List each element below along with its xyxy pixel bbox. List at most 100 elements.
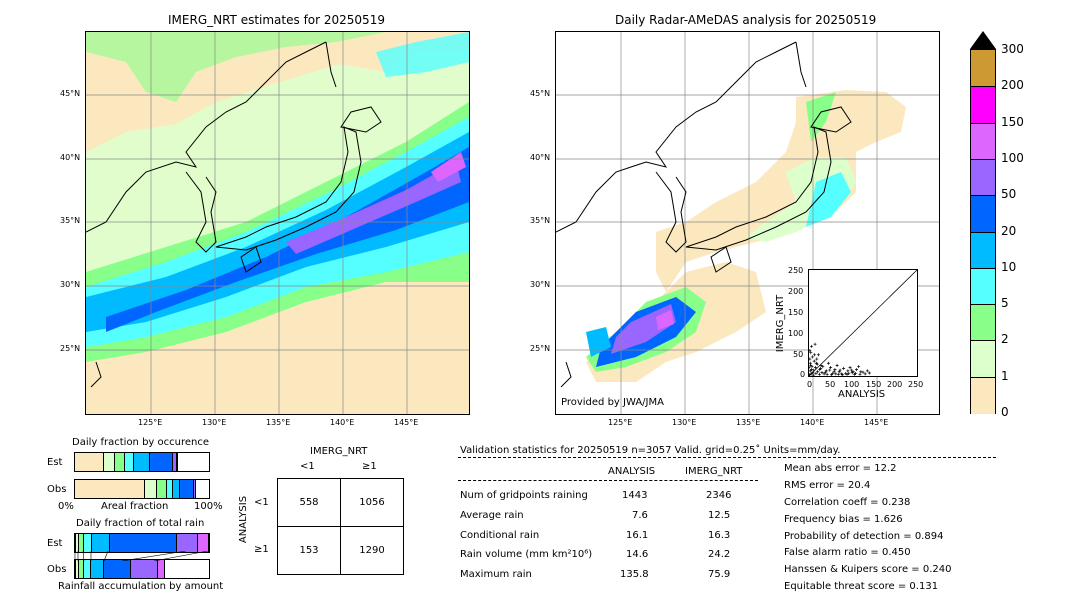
scatter-point [811, 371, 815, 375]
bar-segment [75, 453, 105, 471]
scatter-point [813, 342, 817, 346]
bar-segment [194, 480, 196, 498]
bar-segment [156, 480, 168, 498]
left-lat-label-30: 30°N [60, 280, 81, 289]
colorbar-segment [971, 50, 995, 87]
scatter-point [809, 363, 813, 367]
scatter-point [829, 366, 833, 370]
bar-segment [167, 480, 173, 498]
validation-divider-mid [458, 480, 758, 481]
occurence-est-bar [74, 452, 210, 472]
bar-segment [75, 534, 77, 552]
scatter-point [838, 368, 842, 372]
total-rain-connector-lines [74, 551, 208, 561]
scatter-point [809, 366, 811, 370]
scatter-ylabel: IMERG_NRT [775, 294, 787, 353]
scatter-point [814, 371, 818, 375]
scatter-point [814, 361, 818, 365]
right-lon-label-130: 130°E [672, 418, 697, 427]
colorbar-segment [971, 158, 995, 197]
scatter-point [858, 372, 862, 376]
right-map-rain-field [556, 32, 939, 414]
colorbar-segment [971, 86, 995, 124]
scatter-point [861, 370, 865, 374]
total-rain-obs-bar [74, 559, 210, 579]
contingency-cell-lt1-lt1: 558 [277, 478, 341, 527]
validation-row-imerg: 75.9 [708, 569, 731, 580]
score-line: False alarm ratio = 0.450 [784, 547, 911, 558]
colorbar-tick-label: 100 [1001, 150, 1024, 165]
score-line: Correlation coeff = 0.238 [784, 497, 911, 508]
scatter-point [842, 366, 846, 370]
validation-col-analysis: ANALYSIS [608, 466, 656, 477]
occurence-xlabel: Areal fraction [101, 501, 169, 512]
scatter-point [809, 361, 812, 365]
score-line: Equitable threat score = 0.131 [784, 581, 939, 592]
validation-row-analysis: 16.1 [626, 530, 649, 541]
validation-divider-top [458, 457, 996, 458]
scatter-point [855, 368, 859, 372]
scatter-point [817, 353, 821, 357]
right-lon-label-140: 140°E [800, 418, 825, 427]
bar-segment [179, 480, 195, 498]
contingency-row-ge1: ≥1 [254, 544, 269, 555]
scatter-point [812, 368, 816, 372]
bar-segment [79, 560, 85, 578]
bar-segment [76, 560, 79, 578]
contingency-ylabel: ANALYSIS [238, 495, 250, 544]
bar-segment [109, 534, 177, 552]
scatter-point [810, 355, 814, 359]
scatter-ytick-100: 100 [788, 329, 804, 338]
bar-segment [75, 480, 145, 498]
colorbar [970, 49, 996, 414]
scatter-point [828, 368, 832, 372]
scatter-point [845, 372, 849, 376]
bar-segment [75, 560, 77, 578]
total-rain-obs-label: Obs [47, 564, 67, 575]
colorbar-segment [971, 231, 995, 269]
score-line: Probability of detection = 0.894 [784, 531, 944, 542]
contingency-row-lt1: <1 [254, 497, 269, 508]
occurence-x-right: 100% [194, 501, 223, 512]
validation-row-label: Average rain [460, 510, 524, 521]
colorbar-segment [971, 195, 995, 233]
scatter-point [817, 372, 821, 376]
scatter-point [836, 372, 840, 376]
colorbar-tick-label: 50 [1001, 187, 1017, 202]
colorbar-segment [971, 267, 995, 306]
colorbar-segment [971, 304, 995, 342]
contingency-table: 558 1056 153 1290 [277, 478, 404, 575]
colorbar-extend-arrow-icon [970, 31, 996, 49]
contingency-col-lt1: <1 [300, 461, 315, 472]
bar-segment [150, 453, 173, 471]
bar-segment [124, 453, 134, 471]
right-map-title: Daily Radar-AMeDAS analysis for 20250519 [615, 13, 877, 27]
bar-segment [131, 560, 159, 578]
scatter-point [809, 349, 812, 353]
scatter-point [809, 372, 813, 376]
scatter-point [813, 353, 817, 357]
scatter-point [833, 368, 837, 372]
scatter-point [837, 370, 841, 374]
score-line: Mean abs error = 12.2 [784, 463, 897, 474]
colorbar-tick-label: 0 [1001, 405, 1009, 419]
scatter-point [820, 371, 824, 375]
scatter-point [848, 366, 852, 370]
scatter-point [810, 344, 814, 348]
bar-segment [144, 480, 157, 498]
validation-row-analysis: 1443 [622, 490, 648, 501]
occurence-x-left: 0% [58, 501, 74, 512]
total-rain-xlabel: Rainfall accumulation by amount [58, 581, 224, 592]
colorbar-segment [971, 376, 995, 414]
scatter-point [821, 365, 825, 369]
colorbar-tick-label: 150 [1001, 114, 1024, 129]
occurence-chart-title: Daily fraction by occurence [72, 437, 210, 448]
bar-segment [91, 560, 105, 578]
contingency-title: IMERG_NRT [310, 446, 368, 457]
colorbar-tick-label: 10 [1001, 259, 1017, 274]
scatter-point [863, 372, 867, 376]
left-lon-label-130: 130°E [202, 418, 227, 427]
scatter-plot-area [809, 270, 917, 376]
bar-segment [198, 534, 209, 552]
score-line: RMS error = 20.4 [784, 480, 871, 491]
